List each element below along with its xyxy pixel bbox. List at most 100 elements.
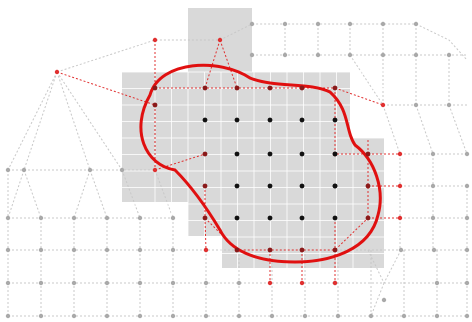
mesh-node — [282, 21, 288, 27]
mesh-node — [413, 52, 419, 58]
mesh-node — [21, 167, 27, 173]
boundary-node — [332, 247, 338, 253]
interior-node — [332, 151, 338, 157]
interior-node — [234, 151, 240, 157]
mesh-edge — [73, 169, 91, 219]
mesh-edge — [7, 169, 25, 219]
mesh-node — [5, 215, 11, 221]
mesh-node — [335, 313, 341, 319]
boundary-node — [299, 247, 305, 253]
interior-node — [267, 117, 273, 123]
boundary-node — [152, 102, 158, 108]
mesh-node — [446, 102, 452, 108]
red-node — [397, 215, 403, 221]
mesh-node — [87, 167, 93, 173]
mesh-node — [249, 21, 255, 27]
boundary-node — [202, 183, 208, 189]
interior-node — [299, 183, 305, 189]
red-node — [267, 280, 273, 286]
interior-node — [234, 215, 240, 221]
boundary-node — [267, 85, 273, 91]
mesh-edge — [448, 104, 468, 155]
mesh-node — [236, 313, 242, 319]
mesh-node — [401, 313, 407, 319]
red-node — [217, 37, 223, 43]
mesh-node — [38, 215, 44, 221]
mesh-node — [380, 21, 386, 27]
mesh-node — [302, 313, 308, 319]
mesh-node — [413, 21, 419, 27]
mesh-node — [203, 280, 209, 286]
mesh-edge — [383, 249, 402, 284]
red-connector — [204, 217, 207, 251]
mesh-node — [315, 52, 321, 58]
mesh-node — [38, 247, 44, 253]
mesh-node — [464, 151, 470, 157]
mesh-edge — [7, 71, 58, 171]
red-connector — [334, 87, 384, 106]
mesh-node — [446, 52, 452, 58]
mesh-node — [71, 215, 77, 221]
mesh-node — [71, 247, 77, 253]
mesh-edge — [23, 71, 58, 171]
boundary-node — [202, 85, 208, 91]
inner-grid — [122, 71, 384, 268]
mesh-row — [56, 23, 468, 73]
boundary-node — [299, 85, 305, 91]
mesh-node — [315, 21, 321, 27]
nodes — [5, 21, 470, 319]
mesh-node — [381, 297, 387, 303]
mesh-node — [347, 52, 353, 58]
mesh-edge — [89, 169, 108, 219]
mesh-node — [464, 313, 470, 319]
red-node — [203, 247, 209, 253]
red-node — [332, 280, 338, 286]
interior-node — [299, 215, 305, 221]
mesh-node — [434, 280, 440, 286]
mesh-node — [368, 313, 374, 319]
interior-node — [202, 117, 208, 123]
mesh-node — [430, 183, 436, 189]
mesh-node — [71, 280, 77, 286]
mesh-node — [380, 52, 386, 58]
interior-node — [332, 183, 338, 189]
mesh-node — [104, 280, 110, 286]
mesh-node — [464, 280, 470, 286]
boundary-node — [365, 151, 371, 157]
mesh-edge — [154, 169, 174, 219]
mesh-node — [413, 102, 419, 108]
interior-node — [267, 215, 273, 221]
boundary-node — [365, 183, 371, 189]
mesh-node — [5, 280, 11, 286]
mesh-node — [137, 313, 143, 319]
red-connector — [219, 39, 238, 89]
mesh-edge — [382, 104, 401, 155]
mesh-node — [464, 183, 470, 189]
mesh-node — [137, 280, 143, 286]
mesh-edge — [415, 104, 434, 155]
boundary-node — [202, 215, 208, 221]
mesh-node — [464, 247, 470, 253]
mesh-node — [38, 313, 44, 319]
interior-node — [267, 183, 273, 189]
red-connector — [204, 39, 221, 89]
mesh-node — [119, 167, 125, 173]
mesh-node — [464, 215, 470, 221]
boundary-node — [332, 85, 338, 91]
boundary-node — [234, 85, 240, 91]
mesh-node — [430, 215, 436, 221]
boundary-node — [152, 85, 158, 91]
mesh-node — [5, 167, 11, 173]
red-node — [54, 69, 60, 75]
mesh-node — [431, 247, 437, 253]
interior-node — [332, 117, 338, 123]
mesh-node — [203, 313, 209, 319]
interior-node — [332, 215, 338, 221]
mesh-node — [170, 247, 176, 253]
mesh-node — [104, 247, 110, 253]
mesh-edge — [121, 169, 141, 219]
mesh-node — [236, 280, 242, 286]
mesh-node — [104, 313, 110, 319]
